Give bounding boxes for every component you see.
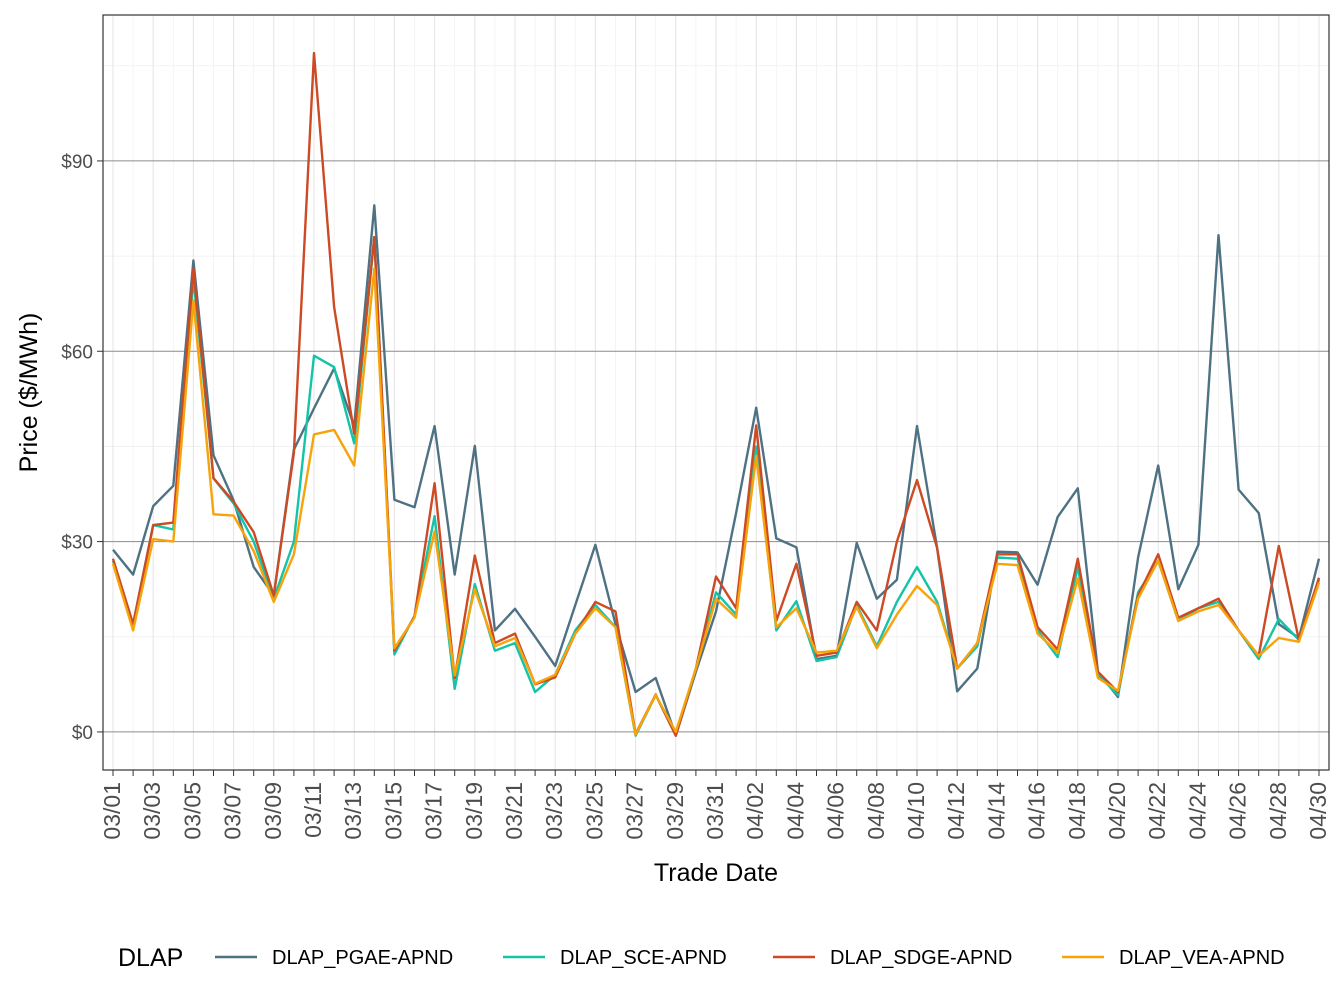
x-tick-label: 04/18 xyxy=(1064,782,1090,840)
x-tick-label: 04/08 xyxy=(863,782,889,840)
x-tick-label: 03/27 xyxy=(622,782,648,840)
x-tick-label: 04/14 xyxy=(983,782,1009,840)
series-line xyxy=(111,235,1321,737)
series-line xyxy=(112,204,1321,737)
x-tick-label: 03/25 xyxy=(581,782,607,840)
x-tick-label: 03/17 xyxy=(421,782,447,840)
legend: DLAP DLAP_PGAE-APND DLAP_SCE-APND DLAP_SDG… xyxy=(118,944,1285,972)
x-tick-label: 03/21 xyxy=(501,782,527,840)
x-tick-label: 04/24 xyxy=(1184,782,1210,840)
legend-title: DLAP xyxy=(118,944,183,972)
legend-label: DLAP_PGAE-APND xyxy=(272,947,453,969)
x-tick-label: 03/01 xyxy=(99,782,125,840)
series-lines xyxy=(111,51,1321,737)
x-tick-label: 03/03 xyxy=(139,782,165,840)
x-tick-label: 03/05 xyxy=(179,782,205,840)
x-tick-label: 04/10 xyxy=(903,782,929,840)
legend-label: DLAP_SDGE-APND xyxy=(830,947,1012,969)
x-tick-label: 04/28 xyxy=(1265,782,1291,840)
y-tick-label: $0 xyxy=(72,723,93,744)
x-tick-label: 03/15 xyxy=(380,782,406,840)
x-axis-title: Trade Date xyxy=(654,859,778,887)
x-tick-label: 04/22 xyxy=(1144,782,1170,840)
x-tick-label: 03/19 xyxy=(461,782,487,840)
y-axis: $0 $30 $60 $90 xyxy=(61,152,103,744)
x-tick-label: 03/11 xyxy=(300,782,326,838)
major-gridlines xyxy=(103,15,1329,770)
y-tick-label: $90 xyxy=(61,152,93,173)
x-tick-label: 04/02 xyxy=(742,782,768,840)
series-line xyxy=(111,51,1321,737)
x-tick-label: 04/04 xyxy=(782,782,808,840)
x-tick-label: 03/13 xyxy=(340,782,366,840)
x-tick-label: 04/06 xyxy=(823,782,849,840)
x-tick-label: 03/23 xyxy=(541,782,567,840)
legend-label: DLAP_VEA-APND xyxy=(1119,947,1285,969)
x-tick-label: 03/29 xyxy=(662,782,688,840)
x-tick-label: 04/20 xyxy=(1104,782,1130,840)
legend-label: DLAP_SCE-APND xyxy=(560,947,727,969)
x-tick-label: 04/16 xyxy=(1024,782,1050,840)
x-tick-label: 03/09 xyxy=(260,782,286,840)
y-tick-label: $60 xyxy=(61,342,93,363)
x-tick-label: 04/26 xyxy=(1225,782,1251,840)
y-axis-title: Price ($/MWh) xyxy=(15,313,43,473)
x-tick-label: 03/31 xyxy=(702,782,728,840)
x-tick-label: 04/12 xyxy=(943,782,969,840)
series-line xyxy=(111,267,1321,736)
x-axis: 03/01 03/03 03/05 03/07 03/09 03/11 03/13 03/15… xyxy=(99,770,1331,840)
y-tick-label: $30 xyxy=(61,533,93,554)
x-tick-label: 04/30 xyxy=(1305,782,1331,840)
x-tick-label: 03/07 xyxy=(220,782,246,840)
